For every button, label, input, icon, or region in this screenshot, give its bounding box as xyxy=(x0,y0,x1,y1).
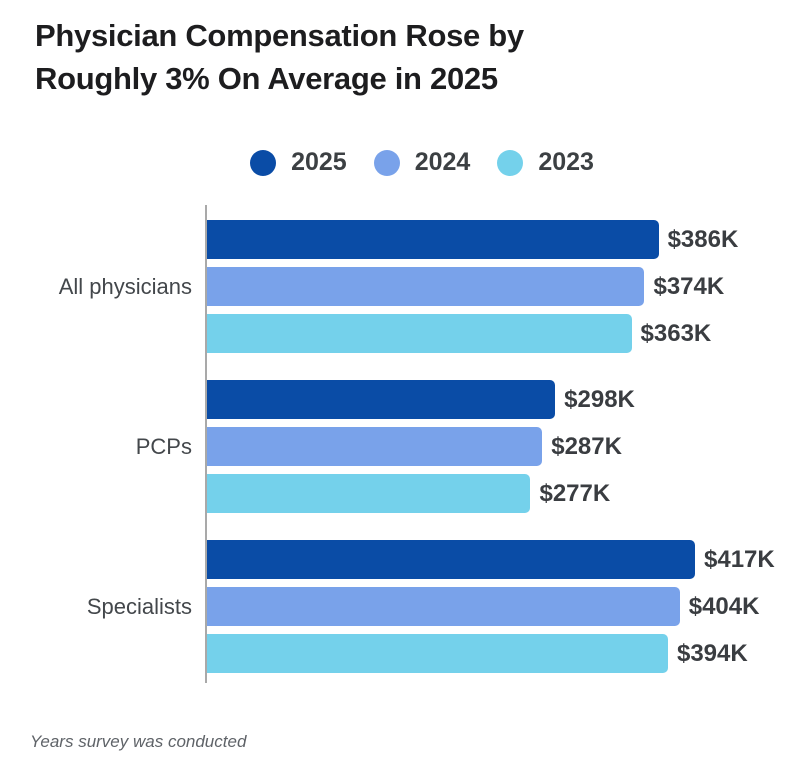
legend-swatch-2025-icon xyxy=(250,149,277,176)
bar-value-label: $363K xyxy=(640,319,712,347)
legend-label-2023: 2023 xyxy=(538,148,594,176)
bar-2023-all-physicians xyxy=(205,314,632,353)
bar-2024-pcps xyxy=(205,427,543,466)
bar-row: $386K xyxy=(205,220,738,259)
chart-legend: 2025 2024 2023 xyxy=(0,148,800,177)
bar-row: $394K xyxy=(205,634,775,673)
bar-row: $374K xyxy=(205,267,738,306)
category-label-pcps: PCPs xyxy=(135,433,192,459)
category-label-specialists: Specialists xyxy=(86,593,192,619)
legend-item-2023: 2023 xyxy=(497,148,594,177)
chart-title-line1: Physician Compensation Rose by xyxy=(35,18,524,53)
bar-stack-all-physicians: $386K $374K $363K xyxy=(205,220,738,353)
bar-2025-all-physicians xyxy=(205,220,659,259)
legend-item-2024: 2024 xyxy=(373,148,471,177)
bar-stack-specialists: $417K $404K $394K xyxy=(205,540,775,673)
bar-row: $363K xyxy=(205,314,738,353)
bar-row: $417K xyxy=(205,540,775,579)
chart-group-specialists: Specialists $417K $404K $394K xyxy=(0,540,800,673)
chart-group-pcps: PCPs $298K $287K $277K xyxy=(0,380,800,513)
bar-2024-specialists xyxy=(205,587,680,626)
bar-chart: All physicians $386K $374K $363K PCPs xyxy=(0,205,800,683)
chart-footnote: Years survey was conducted xyxy=(30,732,247,751)
bar-value-label: $374K xyxy=(653,272,725,300)
bar-2024-all-physicians xyxy=(205,267,645,306)
bar-value-label: $287K xyxy=(551,432,622,460)
legend-swatch-2023-icon xyxy=(497,149,524,176)
chart-group-all-physicians: All physicians $386K $374K $363K xyxy=(0,220,800,353)
chart-title-line2: Roughly 3% On Average in 2025 xyxy=(35,61,498,96)
bar-value-label: $394K xyxy=(676,639,748,667)
legend-label-2025: 2025 xyxy=(291,148,347,176)
bar-value-label: $386K xyxy=(667,225,739,253)
bar-value-label: $298K xyxy=(564,385,635,413)
bar-value-label: $417K xyxy=(704,545,775,573)
category-label-all-physicians: All physicians xyxy=(58,273,192,299)
legend-swatch-2024-icon xyxy=(373,149,400,176)
bar-2025-specialists xyxy=(205,540,695,579)
bar-row: $298K xyxy=(205,380,635,419)
bar-row: $404K xyxy=(205,587,775,626)
bar-2023-pcps xyxy=(205,474,531,513)
bar-value-label: $404K xyxy=(688,592,760,620)
chart-title: Physician Compensation Rose by Roughly 3… xyxy=(35,14,800,100)
legend-label-2024: 2024 xyxy=(414,148,471,176)
legend-item-2025: 2025 xyxy=(250,148,347,177)
bar-row: $277K xyxy=(205,474,635,513)
y-axis-line xyxy=(205,205,207,683)
bar-2023-specialists xyxy=(205,634,668,673)
bar-row: $287K xyxy=(205,427,635,466)
bar-2025-pcps xyxy=(205,380,556,419)
bar-value-label: $277K xyxy=(539,479,611,507)
bar-stack-pcps: $298K $287K $277K xyxy=(205,380,635,513)
